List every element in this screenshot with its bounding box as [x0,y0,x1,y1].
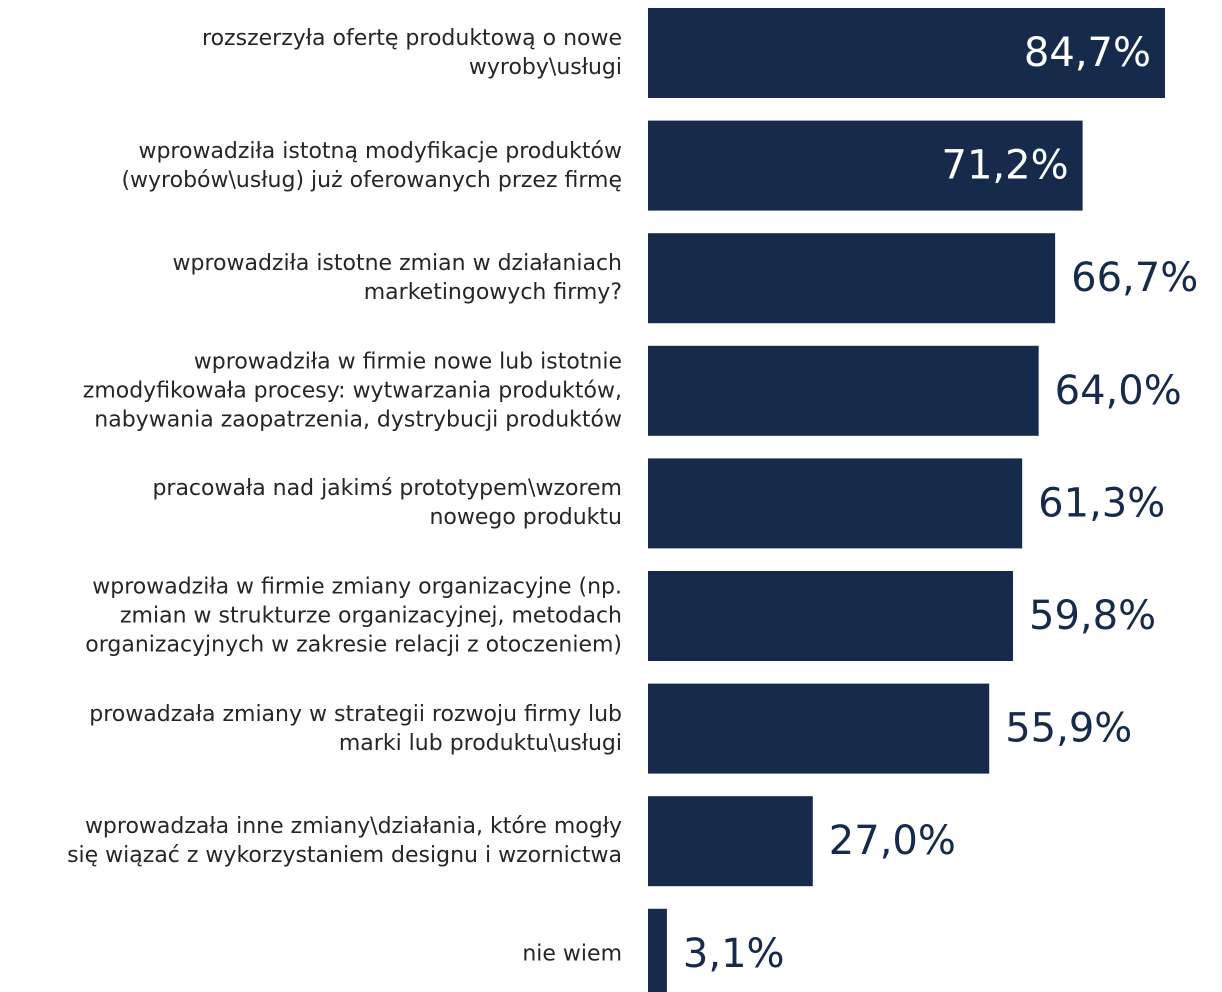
value-label: 55,9% [1005,706,1132,752]
bar [648,571,1014,661]
category-label: wprowadziła w firmie nowe lub istotnie z… [82,349,622,433]
bar [648,458,1023,549]
category-label: wprowadziła istotną modyfikacje produktó… [121,138,622,193]
bar [648,345,1039,436]
category-label: pracowała nad jakimś prototypem\wzorem n… [152,476,622,531]
value-label: 84,7% [1024,30,1151,76]
bar [648,120,1083,211]
value-label: 59,8% [1029,593,1156,639]
category-label: wprowadziła w firmie zmiany organizacyjn… [85,574,622,658]
value-label: 61,3% [1038,480,1165,526]
value-label: 27,0% [829,818,956,864]
category-label: rozszerzyła ofertę produktową o nowe wyr… [202,26,622,80]
bar [648,683,990,774]
category-label: nie wiem [522,941,622,967]
bar [648,8,1166,98]
bar [648,233,1056,324]
value-label: 71,2% [942,143,1069,189]
bar [648,796,813,887]
category-label: wprowadziła istotne zmian w działaniach … [172,251,622,306]
category-label: wprowadzała inne zmiany\działania, które… [67,814,622,869]
value-label: 66,7% [1071,255,1198,301]
value-label: 3,1% [683,931,785,977]
category-label: prowadzała zmiany w strategii rozwoju fi… [89,701,622,756]
value-label: 64,0% [1055,368,1182,414]
bar [648,908,667,992]
